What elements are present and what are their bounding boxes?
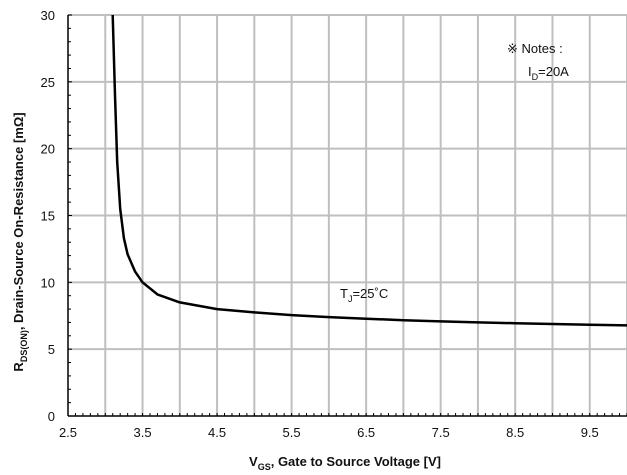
y-tick-label: 0	[48, 409, 55, 424]
y-tick-label: 15	[41, 209, 55, 224]
x-tick-label: 4.5	[208, 425, 226, 440]
y-axis-label: RDS(ON), Drain-Source On-Resistance [mΩ]	[11, 112, 29, 371]
series	[111, 14, 627, 327]
x-tick-label: 6.5	[357, 425, 375, 440]
x-axis-label: VGS, Gate to Source Voltage [V]	[249, 454, 441, 472]
x-tick-label: 7.5	[432, 425, 450, 440]
y-tick-label: 30	[41, 8, 55, 23]
notes-title: ※ Notes :	[507, 41, 563, 56]
y-tick-label: 20	[41, 142, 55, 157]
series-line	[111, 14, 627, 327]
x-tick-labels: 2.5 3.5 4.5 5.5 6.5 7.5 8.5 9.5	[59, 425, 599, 440]
x-tick-label: 5.5	[283, 425, 301, 440]
curve-label: TJ=25˚C	[340, 286, 388, 304]
y-tick-labels: 0 5 10 15 20 25 30	[41, 8, 55, 424]
x-tick-label: 8.5	[506, 425, 524, 440]
x-tick-label: 2.5	[59, 425, 77, 440]
x-tick-label: 9.5	[581, 425, 599, 440]
y-tick-label: 5	[48, 342, 55, 357]
x-tick-label: 3.5	[133, 425, 151, 440]
y-tick-label: 10	[41, 275, 55, 290]
gridlines	[68, 14, 627, 416]
y-tick-label: 25	[41, 75, 55, 90]
axes	[67, 14, 627, 417]
notes-current: ID=20A	[528, 64, 569, 82]
